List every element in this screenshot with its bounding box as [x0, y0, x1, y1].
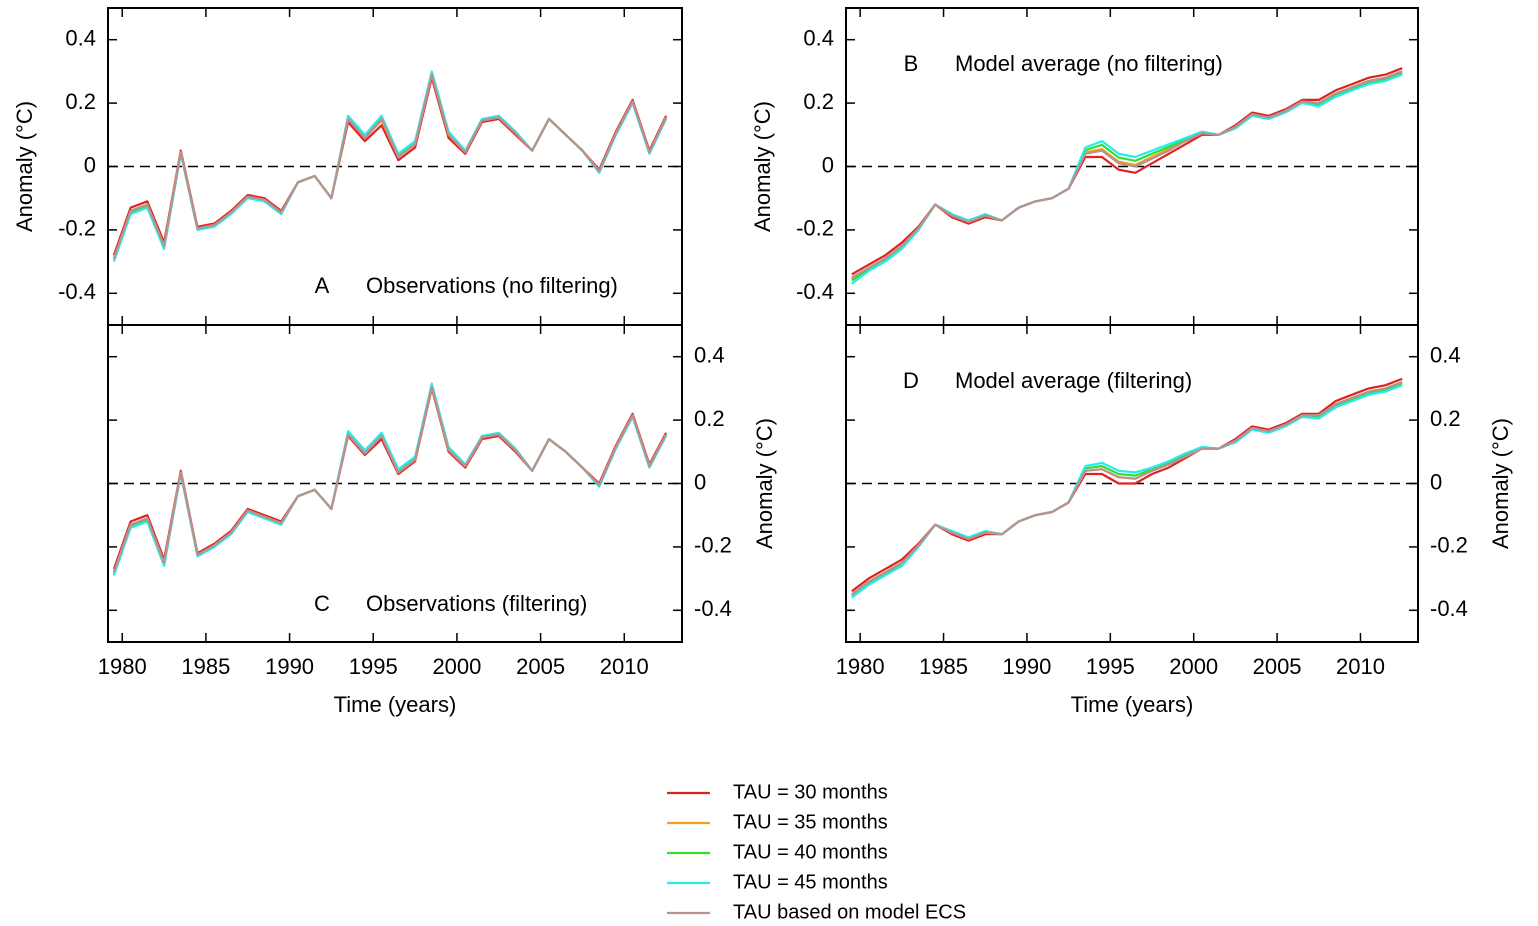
panel-title: Model average (no filtering)	[955, 51, 1223, 76]
x-tick-label: 1985	[919, 654, 968, 679]
x-tick-label: 2010	[1336, 654, 1385, 679]
legend-label: TAU = 40 months	[733, 841, 888, 863]
y-tick-label: -0.2	[694, 533, 732, 558]
y-tick-label: 0.2	[1430, 406, 1461, 431]
y-tick-label: -0.2	[796, 216, 834, 241]
panel-title: Model average (filtering)	[955, 368, 1192, 393]
x-tick-label: 1995	[349, 654, 398, 679]
y-tick-label: 0	[84, 152, 96, 177]
x-tick-label: 2005	[1253, 654, 1302, 679]
y-axis-label: Anomaly (°C)	[12, 101, 37, 232]
panel-title: Observations (no filtering)	[366, 273, 618, 298]
x-tick-label: 2010	[600, 654, 649, 679]
x-tick-label: 2000	[1169, 654, 1218, 679]
y-tick-label: 0.2	[65, 89, 96, 114]
x-tick-label: 1990	[1002, 654, 1051, 679]
series-line	[851, 71, 1403, 282]
series-line	[112, 73, 668, 259]
legend: TAU = 30 months TAU = 35 months TAU = 40 m…	[667, 781, 966, 923]
y-tick-label: 0.4	[803, 26, 834, 51]
legend-label: TAU = 35 months	[733, 811, 888, 833]
panel-letter: A	[315, 273, 330, 298]
series-line	[851, 384, 1403, 599]
legend-label: TAU = 30 months	[733, 781, 888, 803]
series-line	[851, 67, 1403, 276]
x-tick-label: 1980	[836, 654, 885, 679]
legend-label: TAU based on model ECS	[733, 901, 966, 923]
y-tick-label: 0	[694, 469, 706, 494]
x-tick-label: 1990	[265, 654, 314, 679]
x-axis-label: Time (years)	[334, 692, 457, 717]
series-line	[851, 381, 1403, 596]
panel-title: Observations (filtering)	[366, 591, 587, 616]
y-tick-label: -0.2	[58, 216, 96, 241]
series-line	[851, 73, 1403, 285]
y-tick-label: 0	[822, 152, 834, 177]
x-tick-label: 2005	[516, 654, 565, 679]
panel-letter: D	[903, 368, 919, 393]
y-tick-label: -0.4	[58, 279, 96, 304]
x-tick-label: 1985	[181, 654, 230, 679]
x-axis-label: Time (years)	[1071, 692, 1194, 717]
panel-letter: B	[904, 51, 919, 76]
x-tick-label: 2000	[432, 654, 481, 679]
legend-label: TAU = 45 months	[733, 871, 888, 893]
y-tick-label: 0.4	[65, 26, 96, 51]
y-tick-label: -0.4	[1430, 596, 1468, 621]
y-axis-label: Anomaly (°C)	[1488, 418, 1513, 549]
series-line	[851, 70, 1403, 279]
y-tick-label: -0.4	[694, 596, 732, 621]
series-line	[112, 387, 668, 570]
y-axis-label: Anomaly (°C)	[750, 101, 775, 232]
series-line	[112, 385, 668, 573]
x-tick-label: 1980	[98, 654, 147, 679]
y-tick-label: 0.2	[694, 406, 725, 431]
panel-letter: C	[314, 591, 330, 616]
y-tick-label: 0.4	[694, 343, 725, 368]
y-tick-label: 0.2	[803, 89, 834, 114]
x-tick-label: 1995	[1086, 654, 1135, 679]
y-tick-label: 0	[1430, 469, 1442, 494]
y-tick-label: 0.4	[1430, 343, 1461, 368]
y-axis-label: Anomaly (°C)	[752, 418, 777, 549]
series-line	[851, 377, 1403, 593]
y-tick-label: -0.2	[1430, 533, 1468, 558]
y-tick-label: -0.4	[796, 279, 834, 304]
